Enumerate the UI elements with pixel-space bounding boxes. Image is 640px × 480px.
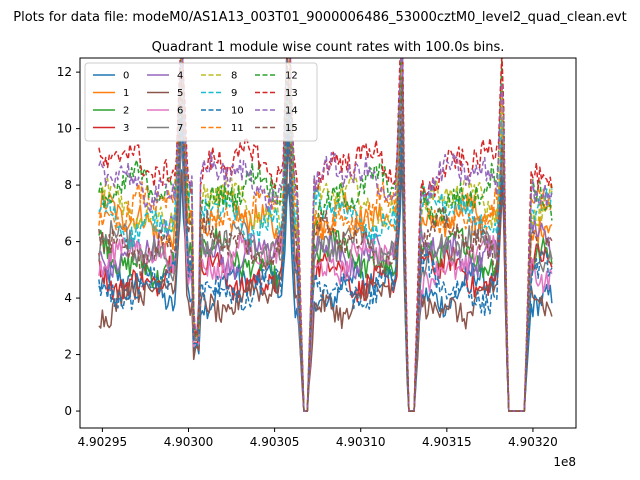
y-tick-label: 10 xyxy=(57,122,72,136)
legend-label-9: 9 xyxy=(231,88,237,99)
legend-label-5: 5 xyxy=(177,88,183,99)
legend-label-8: 8 xyxy=(231,71,237,82)
x-tick-label: 4.90295 xyxy=(78,435,128,449)
series-line-11 xyxy=(98,58,553,412)
legend-label-2: 2 xyxy=(123,106,129,117)
legend-label-13: 13 xyxy=(285,88,298,99)
x-tick-label: 4.90300 xyxy=(164,435,214,449)
legend-label-15: 15 xyxy=(285,123,298,134)
y-tick-label: 6 xyxy=(64,235,72,249)
legend-box xyxy=(84,62,318,142)
series-line-7 xyxy=(98,110,553,412)
legend-label-12: 12 xyxy=(285,71,298,82)
y-tick-label: 12 xyxy=(57,65,72,79)
y-tick-label: 2 xyxy=(64,348,72,362)
x-tick-label: 4.90305 xyxy=(250,435,300,449)
series-line-1 xyxy=(98,102,553,412)
figure-suptitle: Plots for data file: modeM0/AS1A13_003T0… xyxy=(13,10,626,25)
x-offset-label: 1e8 xyxy=(553,455,576,469)
series-layer xyxy=(98,58,553,412)
axes-frame xyxy=(79,57,577,429)
x-tick-label: 4.90320 xyxy=(508,435,558,449)
legend-label-6: 6 xyxy=(177,106,183,117)
legend-label-0: 0 xyxy=(123,71,129,82)
chart-title: Quadrant 1 module wise count rates with … xyxy=(152,40,505,55)
series-line-14 xyxy=(98,58,553,412)
series-line-12 xyxy=(98,58,553,412)
legend-label-14: 14 xyxy=(285,106,298,117)
series-line-10 xyxy=(98,107,553,412)
series-line-15 xyxy=(98,76,553,412)
y-tick-label: 4 xyxy=(64,291,72,305)
y-axis: 0 2 4 6 8 10 12 xyxy=(57,65,80,418)
legend-label-10: 10 xyxy=(231,106,244,117)
y-tick-label: 0 xyxy=(64,404,72,418)
x-tick-label: 4.90310 xyxy=(336,435,386,449)
y-tick-label: 8 xyxy=(64,178,72,192)
legend-label-11: 11 xyxy=(231,123,244,134)
legend-label-7: 7 xyxy=(177,123,183,134)
x-tick-label: 4.90315 xyxy=(422,435,472,449)
legend-label-3: 3 xyxy=(123,123,129,134)
series-line-5 xyxy=(98,127,553,412)
legend-label-4: 4 xyxy=(177,71,183,82)
x-axis: 4.90295 4.90300 4.90305 4.90310 4.90315 4.903… xyxy=(78,428,558,449)
legend-label-1: 1 xyxy=(123,88,129,99)
